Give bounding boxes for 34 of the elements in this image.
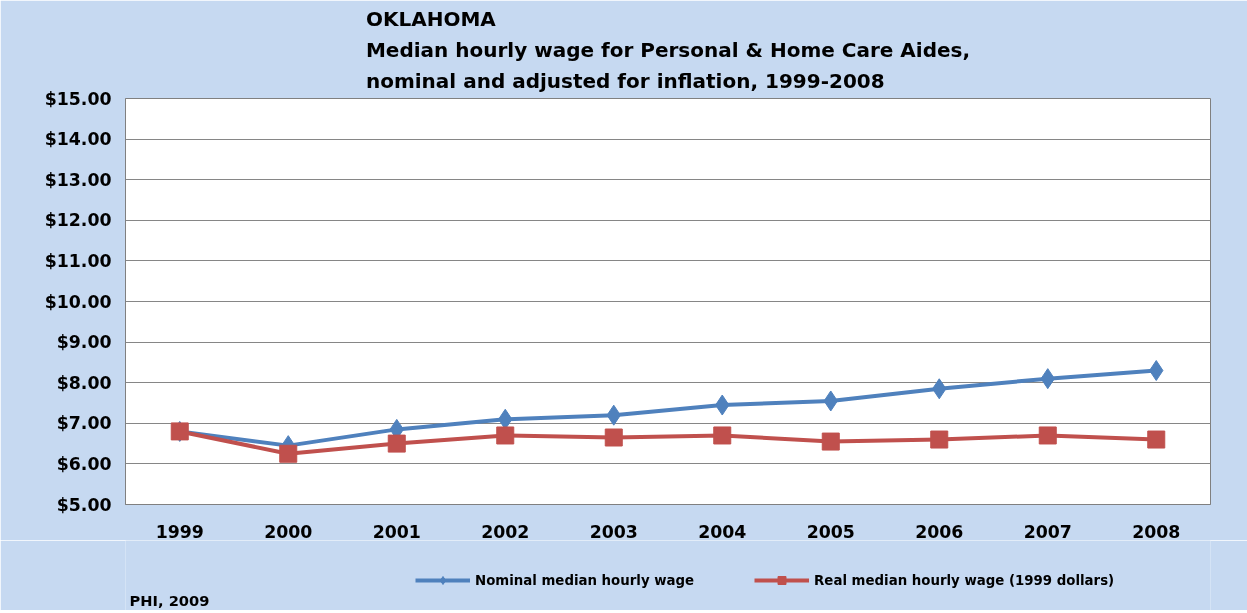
y-tick-label: $13.00 xyxy=(44,169,112,190)
x-tick-label: 1999 xyxy=(155,521,204,542)
legend-label: Real median hourly wage (1999 dollars) xyxy=(814,572,1115,588)
y-tick-label: $15.00 xyxy=(44,88,112,109)
y-tick-label: $9.00 xyxy=(56,332,112,353)
legend-label: Nominal median hourly wage xyxy=(475,572,695,588)
y-tick-label: $14.00 xyxy=(44,129,112,150)
point xyxy=(1147,430,1166,449)
point xyxy=(387,434,406,453)
point xyxy=(713,426,732,445)
point xyxy=(1038,426,1057,445)
point xyxy=(604,428,623,447)
x-tick-label: 2000 xyxy=(264,521,313,542)
y-tick-label: $5.00 xyxy=(56,494,112,515)
point xyxy=(821,432,840,451)
x-tick-label: 2002 xyxy=(481,521,530,542)
y-tick-label: $12.00 xyxy=(44,210,112,231)
x-tick-label: 2005 xyxy=(806,521,855,542)
x-tick-label: 2006 xyxy=(915,521,964,542)
y-tick-label: $7.00 xyxy=(56,413,112,434)
x-tick-label: 2001 xyxy=(372,521,421,542)
x-tick-label: 2004 xyxy=(698,521,747,542)
y-tick-label: $6.00 xyxy=(56,453,112,474)
text: PHI, 2009 xyxy=(129,591,210,609)
x-tick-label: 2008 xyxy=(1132,521,1181,542)
x-tick-label: 2003 xyxy=(589,521,638,542)
point xyxy=(930,430,949,449)
chart-title: OKLAHOMA Median hourly wage for Personal & Home Care Aides, nominal and adjusted for inflation, 1999-2008 xyxy=(365,7,971,94)
point xyxy=(496,426,515,445)
point xyxy=(279,444,298,463)
x-tick-label: 2007 xyxy=(1023,521,1072,542)
y-tick-label: $8.00 xyxy=(56,372,112,393)
y-tick-label: $10.00 xyxy=(44,291,112,312)
y-tick-label: $11.00 xyxy=(44,250,112,271)
